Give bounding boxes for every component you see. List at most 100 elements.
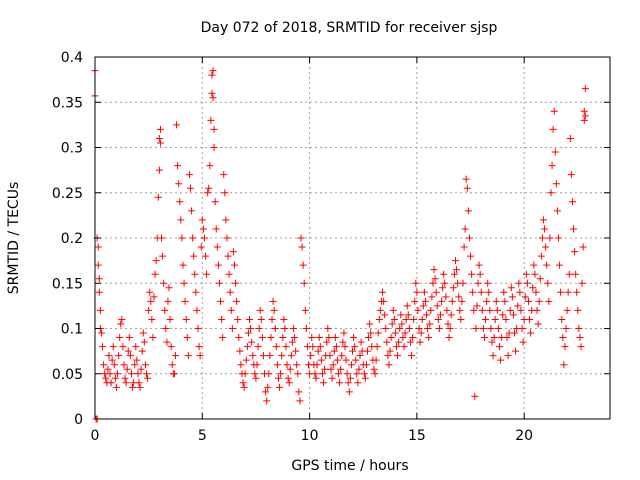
data-point bbox=[277, 370, 285, 378]
data-point bbox=[383, 338, 391, 346]
data-point bbox=[144, 374, 152, 382]
data-point bbox=[406, 338, 414, 346]
data-point bbox=[137, 365, 145, 373]
data-point bbox=[524, 297, 532, 305]
data-point bbox=[414, 306, 422, 314]
data-point bbox=[175, 180, 183, 188]
data-point bbox=[95, 275, 103, 283]
data-point bbox=[511, 329, 519, 337]
data-point bbox=[300, 279, 308, 287]
y-tick-label: 0.25 bbox=[52, 186, 83, 202]
data-point bbox=[331, 334, 339, 342]
data-point bbox=[181, 297, 189, 305]
data-point bbox=[404, 311, 412, 319]
data-point bbox=[479, 325, 487, 332]
data-point bbox=[244, 329, 252, 337]
data-point bbox=[423, 311, 431, 319]
data-point bbox=[117, 320, 125, 328]
data-point bbox=[214, 261, 222, 269]
data-point bbox=[115, 352, 123, 360]
data-point bbox=[176, 198, 184, 206]
data-point bbox=[371, 370, 379, 378]
data-point bbox=[421, 297, 429, 305]
data-point bbox=[326, 352, 334, 360]
data-point bbox=[557, 288, 565, 296]
data-point bbox=[544, 279, 552, 287]
data-point bbox=[276, 383, 284, 391]
data-point bbox=[211, 198, 219, 206]
data-point bbox=[568, 198, 576, 206]
data-point bbox=[171, 352, 179, 360]
x-tick-label: 15 bbox=[408, 428, 426, 444]
data-point bbox=[182, 315, 190, 323]
data-point bbox=[122, 379, 130, 387]
data-point bbox=[535, 297, 543, 305]
data-point bbox=[186, 184, 194, 192]
data-point bbox=[347, 361, 355, 369]
data-point bbox=[480, 334, 488, 342]
data-point bbox=[205, 184, 213, 192]
data-point bbox=[338, 352, 346, 360]
data-point bbox=[95, 288, 103, 296]
data-point bbox=[456, 306, 464, 314]
y-tick-label: 0.15 bbox=[52, 276, 83, 292]
data-point bbox=[512, 347, 520, 355]
data-point bbox=[534, 320, 542, 328]
data-point bbox=[309, 343, 317, 351]
data-point bbox=[335, 370, 343, 378]
data-point bbox=[351, 343, 359, 351]
data-point bbox=[449, 284, 457, 292]
data-point bbox=[367, 329, 375, 337]
data-point bbox=[412, 279, 420, 287]
data-point bbox=[389, 306, 397, 314]
data-point bbox=[401, 329, 409, 337]
data-point bbox=[129, 383, 137, 391]
data-point bbox=[380, 297, 388, 305]
data-point bbox=[576, 334, 584, 342]
data-point bbox=[527, 329, 535, 337]
data-point bbox=[164, 297, 172, 305]
data-point bbox=[255, 325, 263, 332]
data-point bbox=[119, 343, 127, 351]
data-point bbox=[139, 329, 147, 337]
data-point bbox=[541, 225, 549, 233]
data-point bbox=[226, 288, 234, 296]
data-point bbox=[332, 343, 340, 351]
data-point bbox=[552, 180, 560, 188]
data-point bbox=[162, 325, 170, 332]
data-point bbox=[307, 352, 315, 360]
data-point bbox=[192, 288, 200, 296]
data-point bbox=[131, 361, 139, 369]
data-point bbox=[246, 315, 253, 323]
data-point bbox=[318, 370, 326, 378]
data-point bbox=[148, 315, 156, 323]
data-point bbox=[94, 243, 102, 251]
x-tick-label: 10 bbox=[301, 428, 319, 444]
data-point bbox=[386, 347, 394, 355]
data-point bbox=[488, 338, 496, 346]
data-point bbox=[254, 343, 262, 351]
data-point bbox=[283, 361, 291, 369]
data-point bbox=[289, 325, 297, 332]
data-point bbox=[325, 334, 333, 342]
data-point bbox=[123, 365, 131, 373]
data-point bbox=[419, 302, 427, 310]
data-point bbox=[570, 225, 578, 233]
y-tick-label: 0.2 bbox=[61, 231, 83, 247]
data-point bbox=[198, 216, 206, 224]
data-point bbox=[199, 225, 207, 233]
data-point bbox=[574, 306, 582, 314]
data-point bbox=[566, 134, 574, 142]
data-point bbox=[438, 297, 446, 305]
data-point bbox=[356, 352, 364, 360]
data-point bbox=[167, 343, 175, 351]
data-point bbox=[455, 293, 463, 301]
x-tick-label: 20 bbox=[515, 428, 533, 444]
data-point bbox=[212, 225, 220, 233]
y-tick-label: 0.4 bbox=[61, 50, 83, 66]
data-point bbox=[409, 334, 417, 342]
data-point bbox=[556, 261, 564, 269]
data-point bbox=[294, 370, 302, 378]
data-point bbox=[321, 365, 329, 373]
data-point bbox=[459, 279, 467, 287]
